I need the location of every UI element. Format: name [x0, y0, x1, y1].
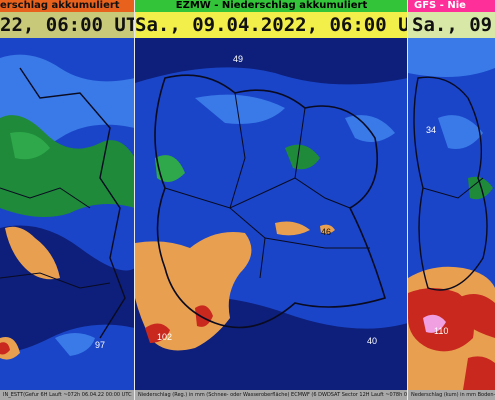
- panel-left: erschlag akkumuliert 22, 06:00 UTC 97 IN…: [0, 0, 135, 400]
- panel-middle-title: EZMW - Niederschlag akkumuliert: [135, 0, 408, 12]
- left-map-graphic: 97: [0, 38, 135, 390]
- right-value-110: 110: [434, 326, 448, 336]
- panel-middle-map: 49 46 102 40: [135, 38, 408, 390]
- panel-left-date: 22, 06:00 UTC: [0, 12, 135, 38]
- panel-right: GFS - Nie Sa., 09.0 34 110 Nederschlag (…: [408, 0, 495, 400]
- panel-right-footer: Nederschlag (kum) in mm Boden- oder Wass…: [408, 390, 495, 400]
- panel-right-map: 34 110: [408, 38, 495, 390]
- panel-left-map: 97: [0, 38, 135, 390]
- middle-map-graphic: 49 46 102 40: [135, 38, 408, 390]
- middle-value-102: 102: [157, 332, 172, 342]
- middle-value-46: 46: [321, 227, 331, 237]
- panel-middle-footer: Niederschlag (Reg.) in mm (Schnee- oder …: [135, 390, 408, 400]
- panel-middle-date: Sa., 09.04.2022, 06:00 UTC: [135, 12, 408, 38]
- right-map-graphic: 34 110: [408, 38, 495, 390]
- panel-left-footer: IN_ESTT(Gefur 6H Lauft ~072h 06.04.22 00…: [0, 390, 135, 400]
- middle-value-49: 49: [233, 54, 243, 64]
- left-value-97: 97: [95, 340, 105, 350]
- panel-middle: EZMW - Niederschlag akkumuliert Sa., 09.…: [135, 0, 408, 400]
- right-value-34: 34: [426, 125, 436, 135]
- middle-value-40: 40: [367, 336, 377, 346]
- panel-right-title: GFS - Nie: [408, 0, 495, 12]
- panel-right-date: Sa., 09.0: [408, 12, 495, 38]
- panel-left-title: erschlag akkumuliert: [0, 0, 135, 12]
